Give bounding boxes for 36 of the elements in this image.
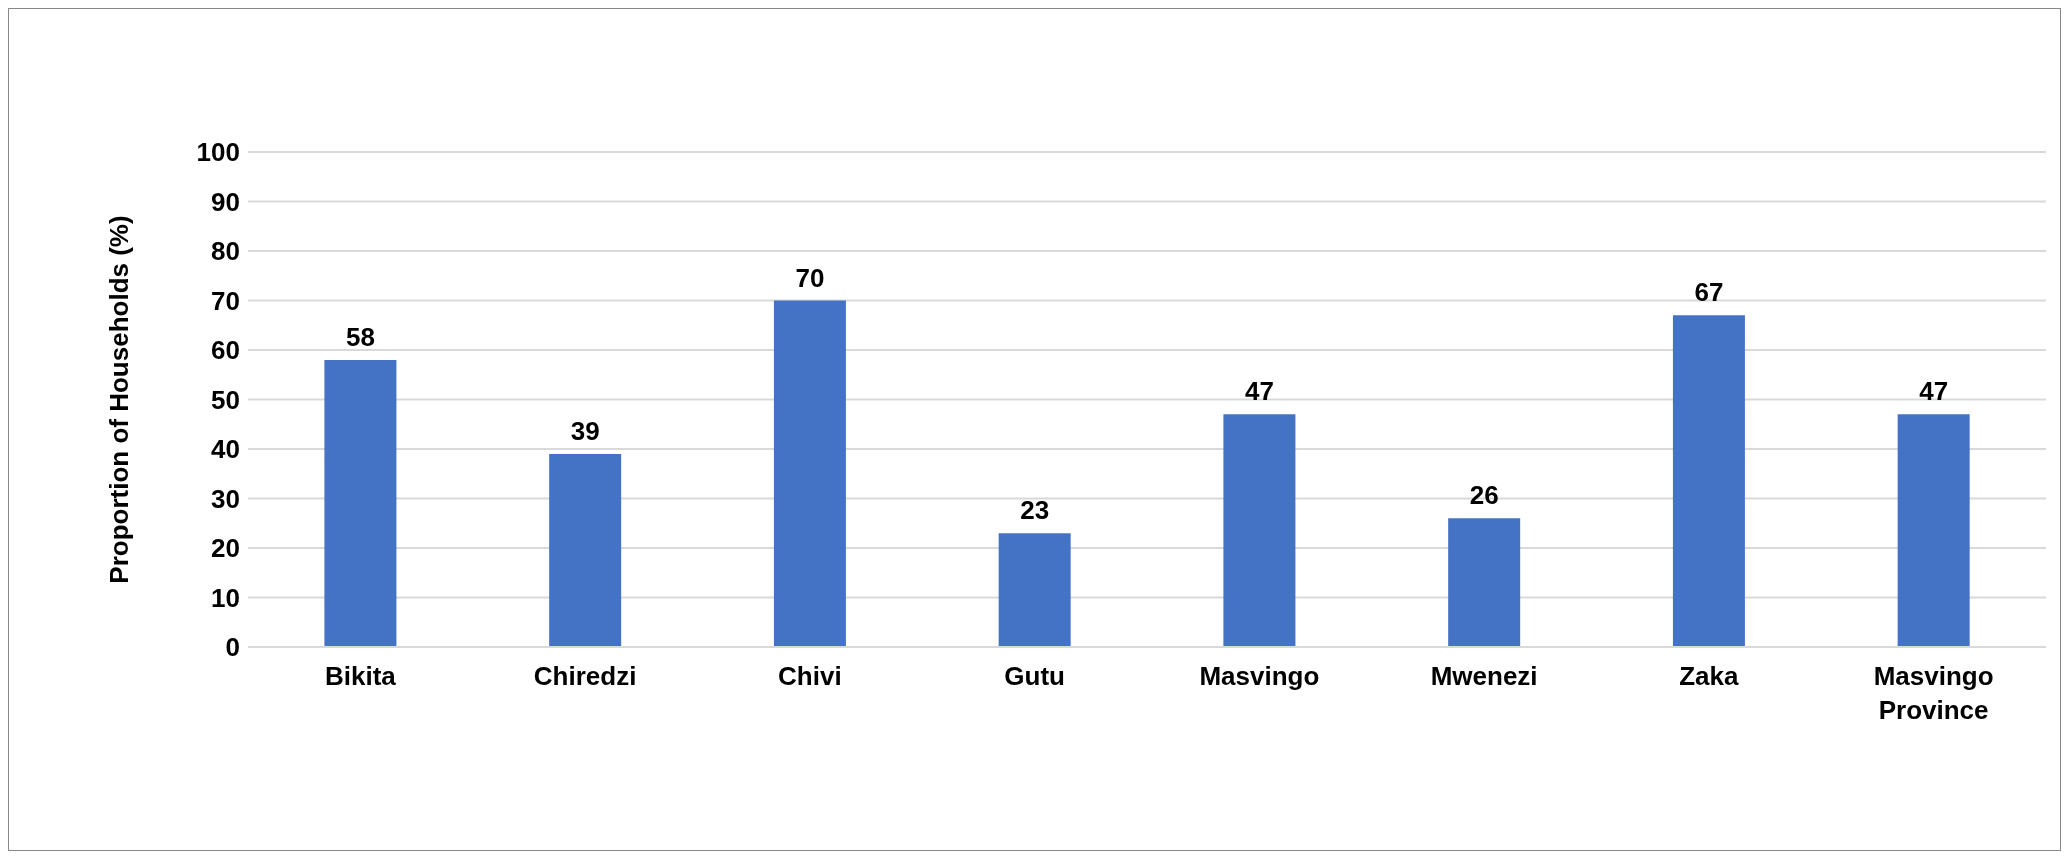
y-tick-label: 80	[211, 236, 240, 267]
x-tick-label: Masvingo Province	[1873, 661, 1994, 725]
x-tick-label: Masvingo	[1199, 661, 1320, 691]
bar	[549, 453, 622, 647]
x-tick-label: Zaka	[1679, 661, 1740, 691]
bar	[1448, 518, 1521, 647]
y-tick-label: 0	[225, 632, 240, 663]
data-label: 26	[1469, 480, 1499, 511]
bar	[1223, 414, 1296, 647]
data-label: 70	[795, 262, 825, 293]
data-label: 39	[570, 415, 600, 446]
y-tick-label: 30	[211, 483, 240, 514]
y-tick-label: 100	[196, 137, 240, 168]
x-tick-label: Chiredzi	[533, 661, 637, 691]
bar	[324, 359, 397, 647]
x-tick-label: Chivi	[778, 661, 842, 691]
y-tick-label: 90	[211, 186, 240, 217]
data-label: 58	[345, 321, 375, 352]
y-tick-label: 40	[211, 434, 240, 465]
y-tick-label: 50	[211, 384, 240, 415]
data-label: 67	[1694, 277, 1724, 308]
x-tick-label: Mwenezi	[1430, 661, 1538, 691]
y-tick-label: 60	[211, 335, 240, 366]
y-tick-label: 20	[211, 533, 240, 564]
y-tick-label: 10	[211, 582, 240, 613]
x-tick-label: Gutu	[1004, 661, 1065, 691]
data-label: 23	[1020, 495, 1050, 526]
bar	[998, 533, 1071, 647]
x-tick-label: Bikita	[324, 661, 397, 691]
bar	[1897, 414, 1970, 647]
bar	[1672, 315, 1745, 647]
y-axis-title: Proportion of Households (%)	[104, 215, 135, 584]
data-label: 47	[1919, 376, 1949, 407]
bar	[773, 300, 846, 647]
y-tick-label: 70	[211, 285, 240, 316]
data-label: 47	[1244, 376, 1274, 407]
